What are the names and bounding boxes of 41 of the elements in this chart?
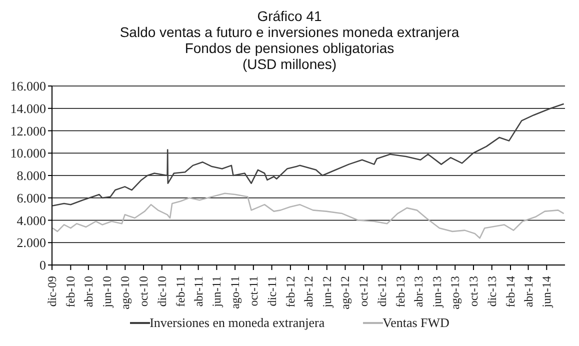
x-tick-label: jun-11 [210,276,224,308]
y-tick-label: 0 [40,258,46,273]
x-tick-label: abr-10 [81,276,96,308]
x-tick-label: feb-14 [504,276,518,308]
y-tick-label: 12.000 [10,123,46,138]
x-tick-label: dic-09 [45,276,59,307]
legend-label: Ventas FWD [382,315,450,331]
x-tick-label: abr-14 [521,276,536,308]
y-tick-label: 2.000 [16,235,46,250]
x-tick-label: ago-12 [338,276,352,310]
x-tick-label: dic-12 [374,276,389,307]
y-tick-label: 16.000 [10,78,46,94]
x-tick-label: jun-12 [320,276,334,308]
x-tick-label: abr-13 [411,276,426,308]
x-tick-label: ago-13 [448,276,462,310]
x-tick-label: abr-12 [302,276,316,308]
y-tick-label: 6.000 [16,190,46,206]
x-tick-label: oct-13 [466,276,480,307]
x-tick-label: jun-13 [430,276,444,308]
chart-subtitle: Saldo ventas a futuro e inversiones moneda extranjera Fondos de pensiones obligatorias (USD millones) [118,24,460,72]
y-tick-label: 10.000 [10,146,46,161]
x-tick-label: oct-10 [136,276,151,307]
x-tick-label: feb-13 [394,276,408,308]
x-tick-label: oct-11 [246,276,260,306]
x-tick-label: oct-12 [356,276,371,307]
x-tick-label: feb-11 [174,276,188,307]
x-tick-label: dic-11 [264,276,279,306]
y-tick-label: 8.000 [16,168,46,184]
x-tick-label: dic-10 [154,276,169,307]
y-tick-label: 14.000 [10,100,46,116]
x-tick-label: ago-10 [118,276,132,310]
legend-label: Inversiones en moneda extranjera [150,315,325,331]
chart-title: Gráfico 41 [256,8,323,24]
x-tick-label: jun-10 [100,276,114,308]
x-tick-label: ago-11 [228,276,242,309]
x-tick-label: jun-14 [540,276,554,308]
x-tick-label: dic-13 [484,276,499,307]
x-tick-label: feb-12 [283,276,298,308]
x-tick-label: feb-10 [64,276,78,308]
x-tick-label: abr-11 [191,276,206,307]
y-tick-label: 4.000 [16,212,46,228]
